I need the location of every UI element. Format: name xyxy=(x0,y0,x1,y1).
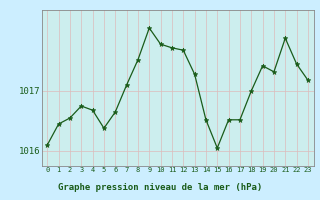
Text: Graphe pression niveau de la mer (hPa): Graphe pression niveau de la mer (hPa) xyxy=(58,183,262,192)
